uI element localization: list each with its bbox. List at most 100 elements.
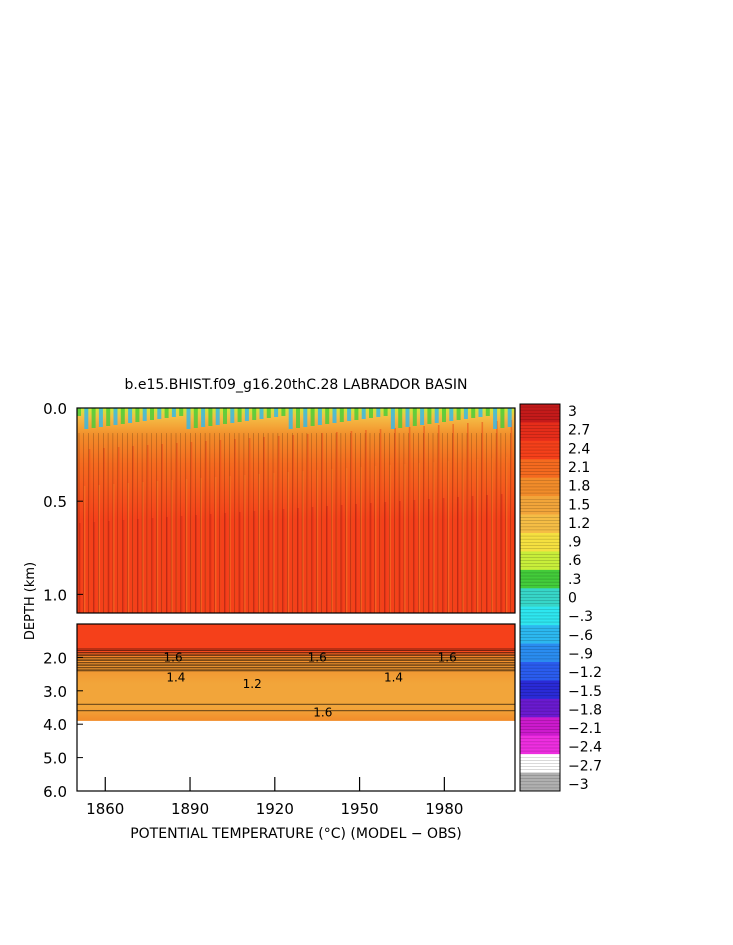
upper-streak <box>98 485 100 613</box>
surface-cold-band <box>259 408 264 419</box>
upper-streak <box>491 458 493 613</box>
surface-cold-band <box>113 408 118 425</box>
surface-cold-band <box>164 408 169 418</box>
surface-cold-band <box>390 408 395 429</box>
upper-streak <box>132 446 134 613</box>
upper-streak <box>103 448 105 613</box>
surface-cold-band <box>493 408 498 429</box>
colorbar-label: .9 <box>568 535 581 551</box>
contour-label: 1.6 <box>438 650 457 664</box>
upper-streak <box>200 478 202 613</box>
surface-cold-band <box>463 408 468 419</box>
surface-cold-band <box>412 408 417 426</box>
surface-cold-band <box>281 408 286 416</box>
surface-cold-band <box>84 408 89 429</box>
surface-cold-band <box>157 408 162 419</box>
lower-panel: 1.2 1.4 1.4 1.6 1.6 1.6 1.6 <box>76 623 516 792</box>
surface-cold-band <box>266 408 271 418</box>
y-tick-label: 1.0 <box>43 586 67 604</box>
upper-streak <box>79 523 81 613</box>
upper-streak <box>142 482 144 613</box>
upper-streak <box>209 514 212 613</box>
surface-cold-band <box>142 408 147 421</box>
surface-cold-band <box>193 408 198 428</box>
colorbar: 3 2.7 2.4 2.1 1.8 1.5 1.2 .9 .6 .3 0 −.3 −.6 −.9 −1.2 −… <box>519 403 602 793</box>
upper-streak <box>224 513 227 613</box>
upper-streak <box>447 461 450 613</box>
upper-streak <box>277 436 280 613</box>
upper-streak <box>83 486 86 613</box>
surface-cold-band <box>215 408 220 425</box>
colorbar-label: 2.7 <box>568 423 590 439</box>
surface-cold-band <box>485 408 490 416</box>
upper-streak <box>326 506 328 613</box>
upper-streak <box>476 459 479 613</box>
x-axis-label: POTENTIAL TEMPERATURE (°C) (MODEL − OBS) <box>130 826 462 842</box>
surface-cold-band <box>361 408 366 419</box>
upper-streak <box>239 512 241 613</box>
upper-streak <box>263 437 265 613</box>
upper-streak <box>340 505 343 613</box>
x-tick-label: 1890 <box>171 800 209 818</box>
upper-streak <box>195 515 197 613</box>
colorbar-label: −2.7 <box>568 758 602 774</box>
surface-cold-band <box>456 408 461 420</box>
surface-cold-band <box>478 408 483 417</box>
upper-streak <box>190 442 193 613</box>
y-tick-label: 4.0 <box>43 716 67 734</box>
x-tick-label: 1860 <box>86 800 124 818</box>
upper-streak <box>219 440 222 613</box>
surface-cold-band <box>310 408 315 426</box>
lower-panel-field <box>77 624 515 721</box>
upper-panel-field <box>77 408 515 613</box>
upper-streak <box>418 463 421 613</box>
chart-title: b.e15.BHIST.f09_g16.20thC.28 LABRADOR BA… <box>125 377 468 393</box>
surface-cold-band <box>449 408 454 421</box>
surface-cold-band <box>223 408 227 424</box>
x-tick-label: 1980 <box>425 800 463 818</box>
colorbar-label: −1.2 <box>568 665 602 681</box>
y-tick-label: 3.0 <box>43 683 67 701</box>
surface-cold-band <box>354 408 359 420</box>
upper-streak <box>345 468 348 613</box>
surface-cold-band <box>507 408 512 427</box>
surface-cold-band <box>427 408 432 424</box>
upper-panel <box>76 407 516 614</box>
upper-streak <box>234 439 236 613</box>
upper-streak <box>171 480 173 613</box>
colorbar-swatch <box>520 459 560 479</box>
upper-streak <box>389 465 391 613</box>
colorbar-frame <box>519 403 561 792</box>
upper-streak <box>355 504 357 613</box>
surface-cold-band <box>296 408 300 428</box>
surface-cold-band <box>201 408 206 427</box>
colorbar-label: 0 <box>568 591 577 607</box>
upper-streak <box>214 477 217 613</box>
colorbar-swatch <box>520 404 560 423</box>
upper-streak <box>452 424 454 613</box>
upper-streak <box>394 428 396 613</box>
upper-panel-frame <box>76 407 516 614</box>
colorbar-label: 2.1 <box>568 460 590 476</box>
upper-streak <box>374 466 377 613</box>
upper-streak <box>336 432 338 613</box>
surface-cold-band <box>332 408 337 423</box>
upper-streak <box>137 519 139 613</box>
upper-streak <box>176 443 178 613</box>
y-tick-label: 5.0 <box>43 750 67 768</box>
colorbar-label: 1.5 <box>568 497 590 513</box>
surface-cold-band <box>171 408 176 417</box>
upper-streak <box>311 507 314 613</box>
surface-cold-band <box>288 408 293 429</box>
surface-cold-band <box>77 408 81 416</box>
surface-cold-band <box>179 408 184 416</box>
colorbar-swatch <box>520 698 560 718</box>
upper-streak <box>122 520 125 613</box>
upper-streak <box>496 421 498 613</box>
colorbar-swatch <box>520 422 560 442</box>
upper-streak <box>321 433 324 613</box>
lower-panel-frame <box>76 623 516 792</box>
surface-cold-band <box>91 408 96 428</box>
colorbar-label: −.6 <box>568 628 593 644</box>
